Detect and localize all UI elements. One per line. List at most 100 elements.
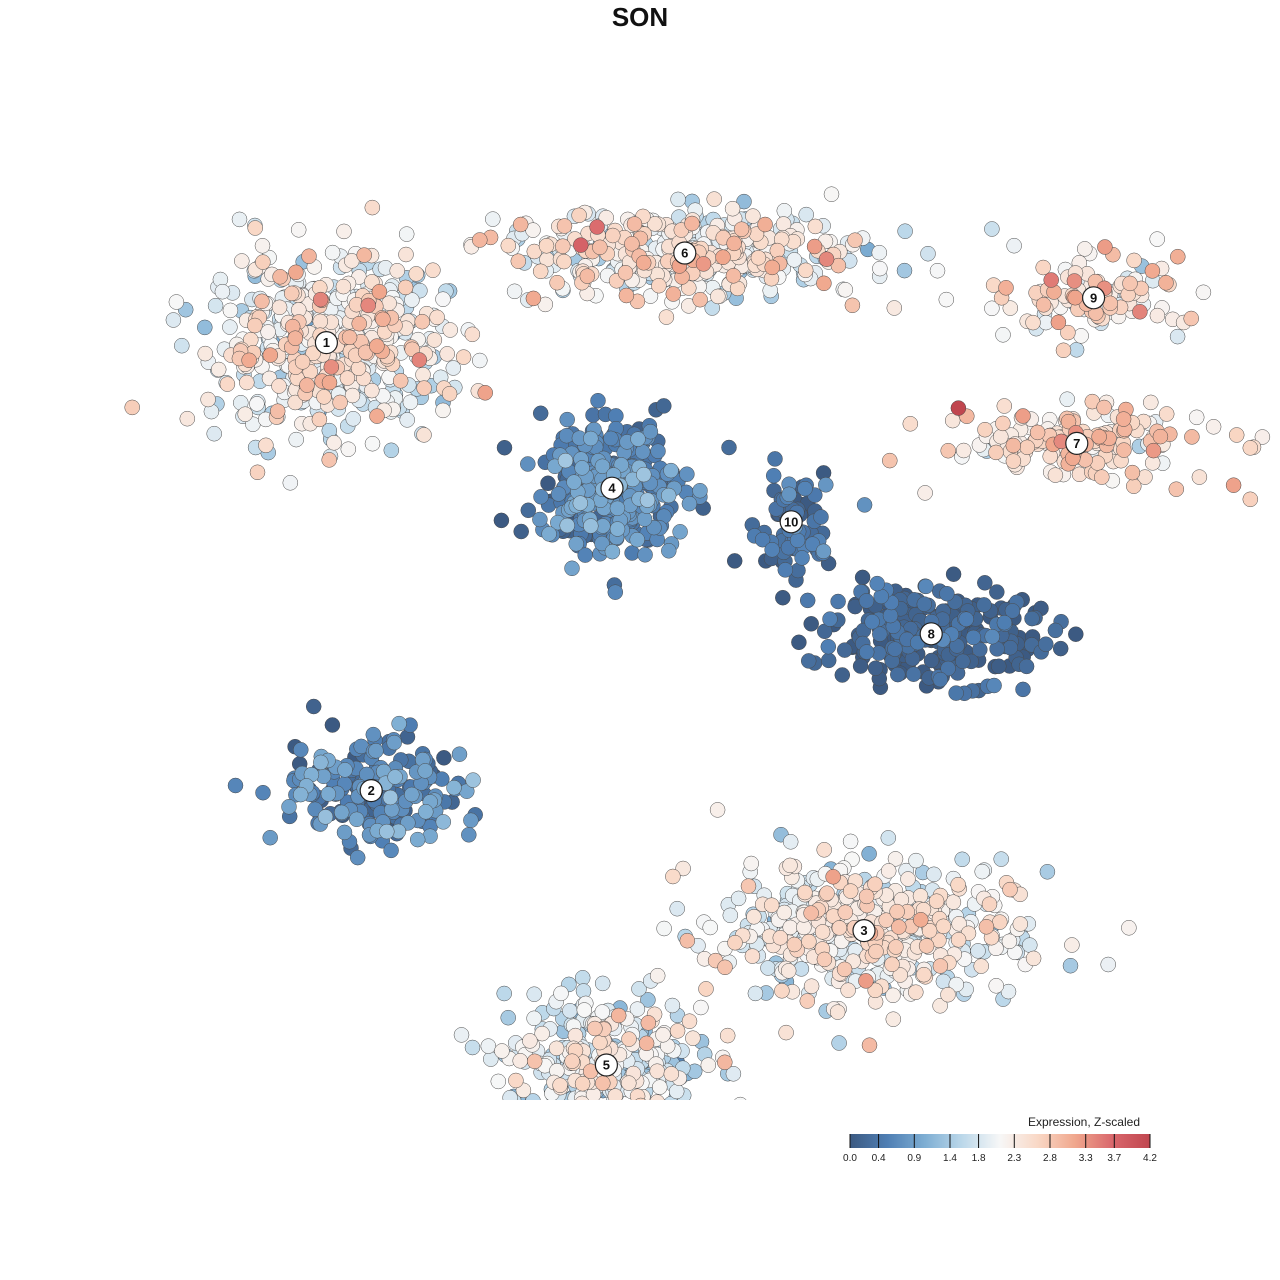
data-point [416, 380, 432, 396]
legend-tick-label: 2.3 [1007, 1153, 1021, 1164]
cluster-label-8: 8 [919, 622, 943, 646]
data-point [816, 842, 832, 858]
data-point [520, 502, 537, 519]
data-point [1242, 491, 1259, 508]
data-point [854, 569, 871, 586]
data-point [1055, 342, 1072, 359]
data-point [709, 802, 726, 818]
data-point [891, 919, 907, 935]
data-point [1158, 406, 1175, 422]
data-point [629, 1001, 646, 1017]
data-point [592, 239, 608, 256]
data-point [391, 715, 407, 732]
data-point [214, 283, 231, 300]
data-point [950, 932, 967, 948]
data-point [455, 349, 472, 365]
data-point [1001, 933, 1018, 950]
data-point [206, 425, 222, 442]
data-point [301, 248, 317, 264]
data-point [1097, 239, 1113, 255]
data-point [1064, 937, 1080, 953]
data-point [1132, 304, 1148, 320]
data-point [1019, 439, 1035, 456]
data-point [441, 386, 458, 402]
data-point [679, 466, 695, 482]
data-point [670, 191, 686, 208]
data-point [872, 260, 888, 277]
data-point [921, 923, 938, 939]
data-point [312, 291, 329, 308]
data-point [954, 851, 970, 868]
data-point [803, 978, 820, 994]
data-point [168, 294, 185, 310]
data-point [1158, 275, 1174, 291]
data-point [1116, 442, 1132, 458]
data-point [892, 967, 908, 983]
data-point [496, 439, 513, 456]
data-point [868, 943, 884, 960]
data-point [998, 280, 1014, 296]
data-point [1091, 428, 1107, 445]
data-point [631, 981, 647, 997]
data-point [590, 392, 606, 409]
data-point [978, 919, 995, 935]
data-point [950, 400, 967, 416]
data-point [526, 1010, 542, 1027]
data-point [621, 1075, 637, 1091]
data-point [887, 851, 904, 867]
data-point [210, 361, 227, 378]
data-point [844, 297, 861, 314]
data-point [624, 545, 640, 561]
data-point [500, 1009, 516, 1026]
data-point [292, 786, 309, 803]
cluster-label-text: 6 [681, 246, 688, 261]
data-point [918, 938, 935, 954]
legend-tick-label: 2.8 [1043, 1153, 1057, 1164]
data-point [321, 452, 337, 468]
data-point [988, 978, 1004, 994]
data-point [313, 754, 329, 771]
cluster-label-3: 3 [852, 918, 876, 943]
data-point [649, 1063, 665, 1079]
data-point [426, 332, 443, 348]
data-point [665, 868, 681, 885]
data-point [803, 905, 819, 921]
data-point [414, 313, 430, 330]
data-point [897, 223, 913, 239]
data-point [552, 1077, 568, 1093]
data-point [349, 849, 366, 866]
data-point [1006, 237, 1022, 254]
data-point [767, 451, 783, 467]
data-point [885, 987, 901, 1004]
data-point [819, 885, 835, 901]
data-point [856, 497, 873, 513]
data-point [806, 238, 823, 255]
data-point [948, 685, 964, 701]
data-point [1035, 259, 1051, 276]
data-point [747, 985, 764, 1002]
data-point [917, 485, 933, 501]
data-point [299, 377, 315, 393]
data-point [669, 900, 685, 917]
cluster-label-1: 1 [314, 331, 338, 355]
data-point [820, 652, 837, 669]
data-point [1122, 275, 1138, 292]
cluster-label-6: 6 [673, 241, 697, 265]
data-point [640, 1015, 657, 1031]
data-point [764, 542, 780, 558]
data-point [1077, 241, 1093, 257]
legend-colorbar: 0.0 0.4 0.9 1.4 1.8 2.3 2.8 3.3 3.7 4.2 [843, 1134, 1157, 1164]
data-point [351, 315, 367, 332]
data-point [572, 495, 589, 511]
cluster-label-2: 2 [359, 778, 383, 803]
data-point [774, 983, 790, 999]
data-point [765, 467, 782, 484]
cluster-label-10: 10 [779, 510, 803, 534]
data-point [1022, 937, 1038, 953]
cluster-label-text: 7 [1073, 436, 1080, 451]
data-point [858, 593, 875, 609]
data-point [780, 963, 797, 979]
data-point [435, 291, 451, 307]
data-point [594, 975, 611, 992]
data-point [858, 644, 875, 660]
